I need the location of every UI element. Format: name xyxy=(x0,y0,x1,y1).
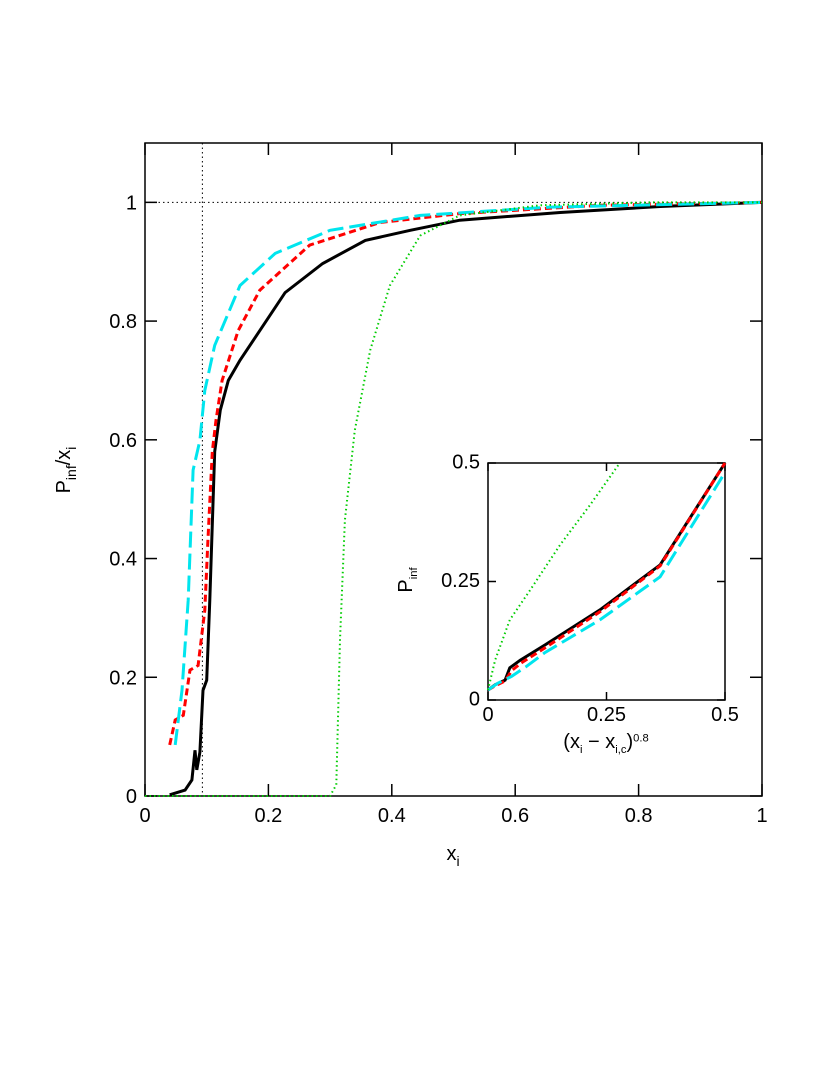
x-axis-label-part: x xyxy=(446,843,456,865)
series-line xyxy=(487,471,727,692)
y-tick-label: 0.6 xyxy=(109,430,137,452)
x-tick-label: 0.4 xyxy=(378,805,406,827)
y-tick-label: 0 xyxy=(469,689,480,711)
y-axis-label-part: /x xyxy=(53,450,75,466)
x-tick-label: 0.5 xyxy=(711,704,739,726)
x-axis-label: (xi − xi,c)0.8 xyxy=(563,731,648,756)
x-tick-label: 0.2 xyxy=(254,805,282,827)
chart: 0 0.25 0.5 0 0.25 0.5 (xi − xi,c)0.8 Pinf xyxy=(395,452,739,756)
y-axis-label-part: i xyxy=(63,447,79,450)
series-line xyxy=(173,200,763,746)
x-tick-label: 0.8 xyxy=(625,805,653,827)
x-axis-label-part: (x xyxy=(563,731,580,753)
x-axis-label-part: i xyxy=(580,744,583,756)
y-tick-label: 0.25 xyxy=(441,570,480,592)
y-tick-label: 0 xyxy=(126,786,137,808)
x-axis-label-part: 0.8 xyxy=(633,733,649,745)
y-tick-label: 1 xyxy=(126,192,137,214)
x-axis-label-part: i xyxy=(456,853,459,869)
y-axis-label-part: P xyxy=(53,480,75,493)
series-line xyxy=(145,201,762,797)
x-tick-label: 0 xyxy=(139,805,150,827)
y-axis-label-part: inf xyxy=(408,567,420,580)
x-tick-label: 0.25 xyxy=(587,704,626,726)
x-tick-label: 0.6 xyxy=(501,805,529,827)
x-axis-label-part: − x xyxy=(582,731,615,753)
series-line xyxy=(168,200,763,746)
x-axis-label-part: ) xyxy=(626,731,633,753)
y-tick-label: 0.4 xyxy=(109,549,137,571)
x-axis-label: xi xyxy=(446,843,459,869)
y-tick-label: 0.2 xyxy=(109,667,137,689)
x-tick-label: 1 xyxy=(756,805,767,827)
y-axis-label-part: P xyxy=(395,579,417,592)
x-axis-label-part: i,c xyxy=(615,744,627,756)
y-axis-label: Pinf xyxy=(395,567,420,593)
plot-frame xyxy=(487,462,726,701)
y-tick-label: 0.8 xyxy=(109,311,137,333)
x-tick-label: 0 xyxy=(482,704,493,726)
series-line xyxy=(169,200,763,797)
y-axis-label: Pinf/xi xyxy=(53,447,79,494)
y-axis-label-part: inf xyxy=(63,465,79,480)
y-tick-label: 0.5 xyxy=(452,452,480,474)
